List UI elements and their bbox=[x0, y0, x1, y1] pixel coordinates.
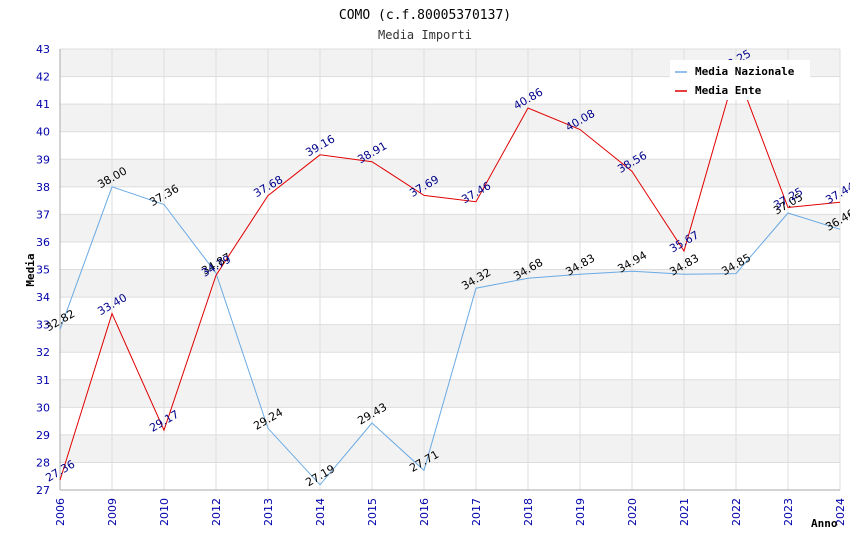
x-tick-label: 2010 bbox=[158, 498, 171, 526]
x-tick-label: 2012 bbox=[210, 498, 223, 526]
x-tick-label: 2015 bbox=[366, 498, 379, 526]
y-tick-label: 36 bbox=[36, 236, 50, 249]
x-tick-label: 2009 bbox=[106, 498, 119, 526]
legend-label-media-ente: Media Ente bbox=[695, 84, 762, 97]
y-tick-label: 40 bbox=[36, 126, 50, 139]
y-axis-title: Media bbox=[24, 253, 37, 286]
x-tick-label: 2023 bbox=[782, 498, 795, 526]
y-tick-label: 43 bbox=[36, 43, 50, 56]
x-axis-title: Anno bbox=[811, 517, 838, 530]
y-tick-label: 33 bbox=[36, 319, 50, 332]
legend-label-media-nazionale: Media Nazionale bbox=[695, 65, 795, 78]
y-tick-label: 42 bbox=[36, 71, 50, 84]
grid-band bbox=[60, 379, 840, 408]
x-tick-label: 2021 bbox=[678, 498, 691, 526]
y-tick-label: 27 bbox=[36, 484, 50, 497]
x-tick-label: 2024 bbox=[834, 498, 847, 526]
x-tick-label: 2014 bbox=[314, 498, 327, 526]
y-tick-labels: 27 28 29 30 31 32 33 34 35 36 37 38 39 40 41 42 43 bbox=[36, 43, 50, 497]
x-tick-label: 2019 bbox=[574, 498, 587, 526]
grid-band bbox=[60, 214, 840, 242]
series-line-media-nazionale bbox=[59, 186, 841, 486]
series-line-media-ente bbox=[59, 68, 841, 481]
grid-band bbox=[60, 104, 840, 132]
x-tick-label: 2006 bbox=[54, 498, 67, 526]
grid-band bbox=[60, 434, 840, 463]
y-tick-label: 29 bbox=[36, 429, 50, 442]
y-tick-label: 34 bbox=[36, 291, 50, 304]
y-tick-label: 28 bbox=[36, 456, 50, 469]
y-tick-label: 35 bbox=[36, 264, 50, 277]
y-tick-label: 30 bbox=[36, 401, 50, 414]
legend: Media Nazionale Media Ente bbox=[670, 60, 810, 100]
grid-bands bbox=[60, 49, 840, 463]
x-tick-label: 2016 bbox=[418, 498, 431, 526]
chart-title: COMO (c.f.80005370137) bbox=[339, 8, 511, 23]
series-lines bbox=[59, 68, 841, 486]
y-tick-label: 32 bbox=[36, 346, 50, 359]
x-tick-label: 2013 bbox=[262, 498, 275, 526]
x-tick-label: 2017 bbox=[470, 498, 483, 526]
legend-box bbox=[670, 60, 810, 100]
x-tick-label: 2020 bbox=[626, 498, 639, 526]
grid-band bbox=[60, 159, 840, 187]
data-label: 36.46 bbox=[823, 207, 850, 234]
x-tick-labels: 2006 2009 2010 2012 2013 2014 2015 2016 2017 2018… bbox=[54, 498, 847, 526]
chart-subtitle: Media Importi bbox=[378, 28, 472, 42]
grid-band bbox=[60, 324, 840, 353]
y-tick-label: 41 bbox=[36, 98, 50, 111]
y-tick-label: 39 bbox=[36, 153, 50, 166]
y-tick-label: 38 bbox=[36, 181, 50, 194]
x-tick-label: 2022 bbox=[730, 498, 743, 526]
y-tick-label: 37 bbox=[36, 208, 50, 221]
x-tick-label: 2018 bbox=[522, 498, 535, 526]
y-tick-label: 31 bbox=[36, 374, 50, 387]
